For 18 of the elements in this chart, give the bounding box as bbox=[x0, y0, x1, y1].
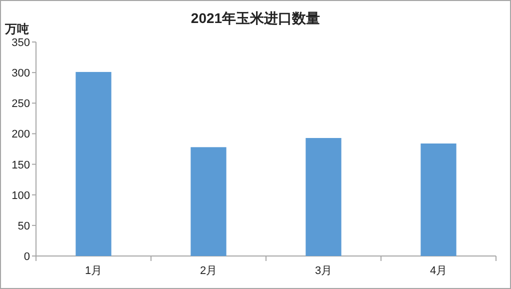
x-tick-label: 4月 bbox=[430, 265, 448, 277]
bar bbox=[420, 143, 456, 256]
y-tick-label: 0 bbox=[24, 251, 30, 263]
y-tick-label: 350 bbox=[12, 37, 30, 49]
bar bbox=[190, 147, 226, 256]
y-tick-label: 200 bbox=[12, 128, 30, 141]
bar bbox=[306, 138, 342, 256]
y-tick-label: 250 bbox=[12, 98, 30, 110]
y-tick-label: 100 bbox=[12, 190, 30, 202]
y-tick-label: 300 bbox=[12, 68, 30, 80]
x-tick-label: 2月 bbox=[200, 265, 218, 277]
y-tick-label: 150 bbox=[12, 159, 30, 172]
x-tick-label: 3月 bbox=[314, 265, 332, 277]
bar bbox=[76, 72, 112, 256]
x-tick-label: 1月 bbox=[84, 265, 102, 277]
y-axis-title: 万吨 bbox=[4, 22, 29, 36]
chart-title: 2021年玉米进口数量 bbox=[190, 10, 320, 26]
y-tick-label: 50 bbox=[18, 220, 30, 232]
